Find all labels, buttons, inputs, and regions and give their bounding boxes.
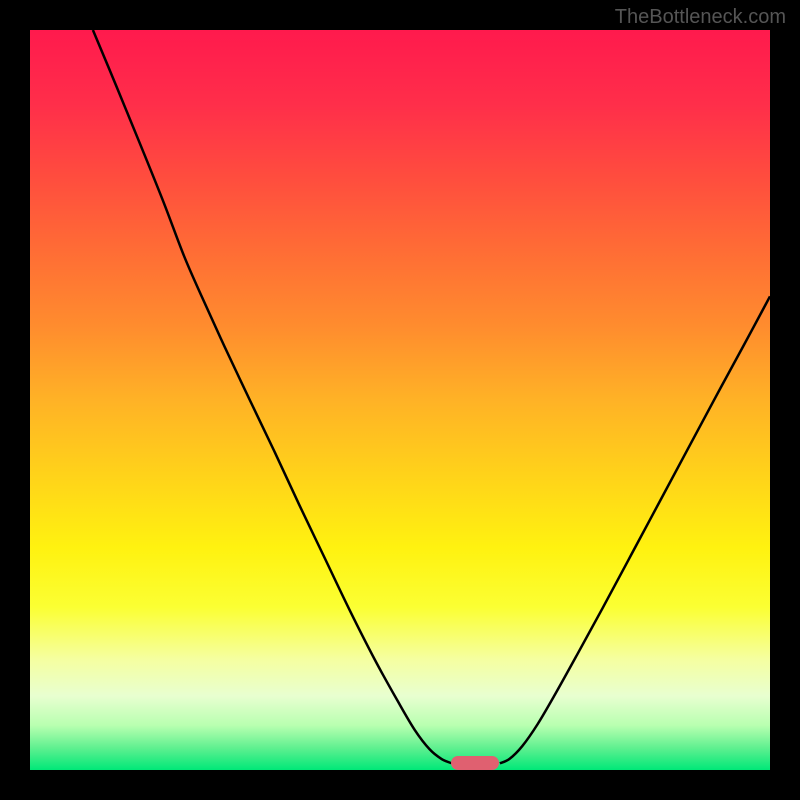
bottleneck-curve [30,30,770,770]
curve-right-branch [500,296,770,763]
optimal-marker [451,756,499,770]
curve-left-branch [93,30,452,763]
chart-plot-area [30,30,770,770]
watermark-text: TheBottleneck.com [615,6,786,29]
